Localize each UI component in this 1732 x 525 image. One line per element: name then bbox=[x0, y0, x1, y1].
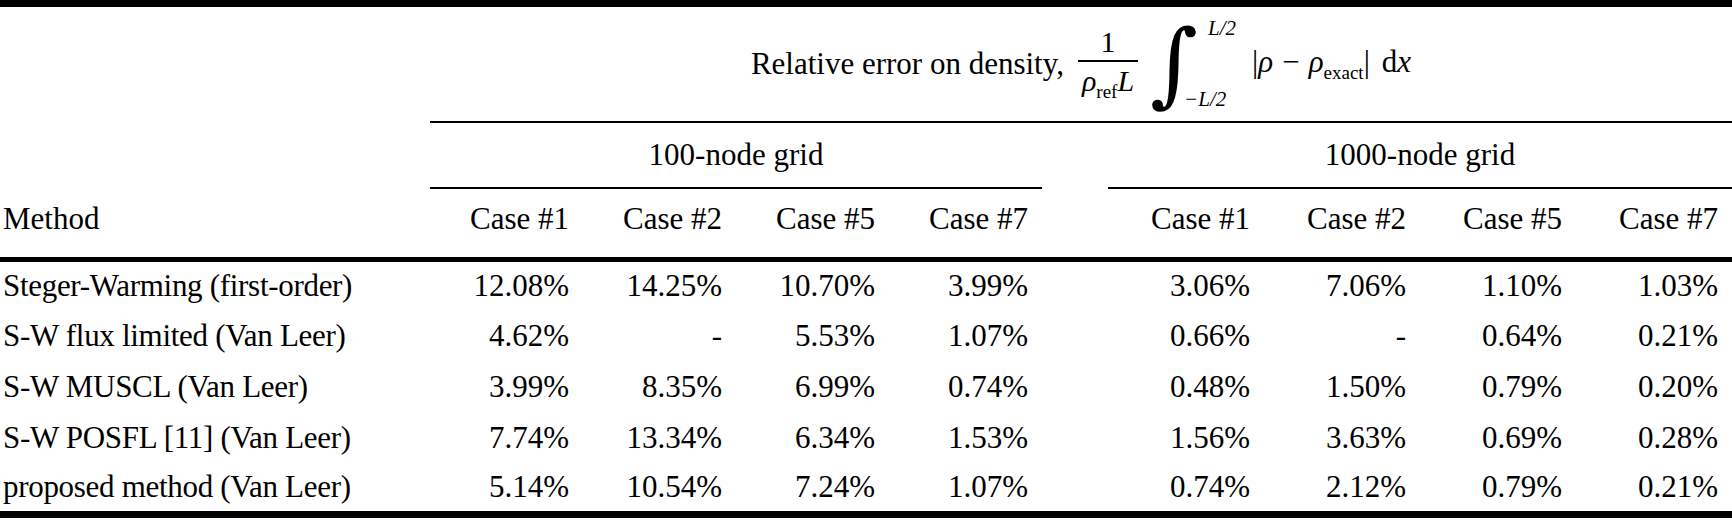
value-cell: 0.20% bbox=[1576, 362, 1732, 413]
ref-subscript: ref bbox=[1096, 81, 1117, 102]
column-gutter bbox=[1042, 311, 1108, 362]
formula-fraction: 1 ρrefL bbox=[1078, 26, 1138, 102]
minus-sign: − bbox=[1282, 44, 1299, 79]
rho-exact-symbol: ρ bbox=[1309, 44, 1324, 79]
x-variable: x bbox=[1397, 44, 1411, 79]
exact-subscript: exact bbox=[1324, 62, 1364, 83]
case-header-100-7: Case #7 bbox=[889, 188, 1042, 260]
case-header-1000-2: Case #2 bbox=[1264, 188, 1420, 260]
value-cell: 7.06% bbox=[1264, 260, 1420, 311]
value-cell: 14.25% bbox=[583, 260, 736, 311]
case-header-1000-1: Case #1 bbox=[1108, 188, 1264, 260]
value-cell: 5.14% bbox=[430, 464, 583, 515]
value-cell: - bbox=[583, 311, 736, 362]
value-cell: 1.56% bbox=[1108, 413, 1264, 464]
value-cell: 1.10% bbox=[1420, 260, 1576, 311]
column-gutter bbox=[1042, 122, 1108, 188]
value-cell: 0.64% bbox=[1420, 311, 1576, 362]
integral-upper-limit: L/2 bbox=[1208, 16, 1236, 41]
value-cell: 8.35% bbox=[583, 362, 736, 413]
density-error-formula: Relative error on density, 1 ρrefL ∫ L/2… bbox=[430, 16, 1732, 112]
value-cell: 7.74% bbox=[430, 413, 583, 464]
abs-bar-close: | bbox=[1364, 44, 1370, 79]
value-cell: 1.53% bbox=[889, 413, 1042, 464]
column-header-row: Method Case #1 Case #2 Case #5 Case #7 C… bbox=[0, 188, 1732, 260]
value-cell: 0.74% bbox=[1108, 464, 1264, 515]
method-cell: Steger-Warming (first-order) bbox=[0, 260, 430, 311]
group-header-100-node: 100-node grid bbox=[430, 122, 1042, 188]
value-cell: 0.28% bbox=[1576, 413, 1732, 464]
column-gutter bbox=[1042, 260, 1108, 311]
method-header: Method bbox=[0, 188, 430, 260]
empty-corner-cell bbox=[0, 4, 430, 122]
value-cell: 0.79% bbox=[1420, 464, 1576, 515]
value-cell: 1.50% bbox=[1264, 362, 1420, 413]
value-cell: 1.07% bbox=[889, 311, 1042, 362]
value-cell: 13.34% bbox=[583, 413, 736, 464]
value-cell: 0.69% bbox=[1420, 413, 1576, 464]
column-gutter bbox=[1042, 464, 1108, 515]
value-cell: 4.62% bbox=[430, 311, 583, 362]
value-cell: 0.21% bbox=[1576, 464, 1732, 515]
case-header-100-1: Case #1 bbox=[430, 188, 583, 260]
fraction-numerator: 1 bbox=[1097, 26, 1120, 61]
integral-group: ∫ L/2 −L/2 bbox=[1150, 16, 1236, 112]
value-cell: - bbox=[1264, 311, 1420, 362]
case-header-100-2: Case #2 bbox=[583, 188, 736, 260]
integral-limits: L/2 −L/2 bbox=[1200, 16, 1236, 112]
grid-group-row: 100-node grid 1000-node grid bbox=[0, 122, 1732, 188]
value-cell: 3.63% bbox=[1264, 413, 1420, 464]
value-cell: 7.24% bbox=[736, 464, 889, 515]
value-cell: 3.99% bbox=[430, 362, 583, 413]
value-cell: 12.08% bbox=[430, 260, 583, 311]
empty-cell bbox=[0, 122, 430, 188]
method-cell: S-W flux limited (Van Leer) bbox=[0, 311, 430, 362]
value-cell: 0.66% bbox=[1108, 311, 1264, 362]
table-row: S-W POSFL [11] (Van Leer) 7.74% 13.34% 6… bbox=[0, 413, 1732, 464]
table-row: S-W flux limited (Van Leer) 4.62% - 5.53… bbox=[0, 311, 1732, 362]
column-gutter bbox=[1042, 188, 1108, 260]
value-cell: 0.74% bbox=[889, 362, 1042, 413]
table-row: Steger-Warming (first-order) 12.08% 14.2… bbox=[0, 260, 1732, 311]
integral-lower-limit: −L/2 bbox=[1184, 87, 1226, 112]
case-header-1000-7: Case #7 bbox=[1576, 188, 1732, 260]
group-header-1000-node: 1000-node grid bbox=[1108, 122, 1732, 188]
rho-symbol: ρ bbox=[1258, 44, 1273, 79]
value-cell: 0.79% bbox=[1420, 362, 1576, 413]
value-cell: 5.53% bbox=[736, 311, 889, 362]
integrand-expression: |ρ−ρexact|dx bbox=[1252, 44, 1411, 84]
method-cell: S-W POSFL [11] (Van Leer) bbox=[0, 413, 430, 464]
formula-header-row: Relative error on density, 1 ρrefL ∫ L/2… bbox=[0, 4, 1732, 122]
column-gutter bbox=[1042, 362, 1108, 413]
case-header-100-5: Case #5 bbox=[736, 188, 889, 260]
value-cell: 2.12% bbox=[1264, 464, 1420, 515]
table-row: S-W MUSCL (Van Leer) 3.99% 8.35% 6.99% 0… bbox=[0, 362, 1732, 413]
method-cell: proposed method (Van Leer) bbox=[0, 464, 430, 515]
fraction-denominator: ρrefL bbox=[1078, 60, 1138, 102]
table-row: proposed method (Van Leer) 5.14% 10.54% … bbox=[0, 464, 1732, 515]
value-cell: 1.03% bbox=[1576, 260, 1732, 311]
value-cell: 3.99% bbox=[889, 260, 1042, 311]
method-cell: S-W MUSCL (Van Leer) bbox=[0, 362, 430, 413]
value-cell: 0.21% bbox=[1576, 311, 1732, 362]
value-cell: 10.54% bbox=[583, 464, 736, 515]
rho-symbol: ρ bbox=[1082, 64, 1096, 97]
value-cell: 6.34% bbox=[736, 413, 889, 464]
length-symbol: L bbox=[1117, 64, 1134, 97]
value-cell: 10.70% bbox=[736, 260, 889, 311]
table-spanner-title: Relative error on density, 1 ρrefL ∫ L/2… bbox=[430, 4, 1732, 122]
value-cell: 1.07% bbox=[889, 464, 1042, 515]
column-gutter bbox=[1042, 413, 1108, 464]
value-cell: 3.06% bbox=[1108, 260, 1264, 311]
formula-label: Relative error on density, bbox=[751, 46, 1064, 82]
case-header-1000-5: Case #5 bbox=[1420, 188, 1576, 260]
value-cell: 6.99% bbox=[736, 362, 889, 413]
value-cell: 0.48% bbox=[1108, 362, 1264, 413]
results-table: Relative error on density, 1 ρrefL ∫ L/2… bbox=[0, 0, 1732, 518]
differential-d: d bbox=[1382, 44, 1398, 79]
